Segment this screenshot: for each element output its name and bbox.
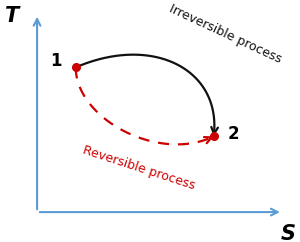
Text: Reversible process: Reversible process [81, 143, 197, 192]
Text: Irreversible process: Irreversible process [167, 2, 284, 66]
Text: T: T [5, 6, 20, 26]
Text: S: S [281, 224, 296, 242]
Text: 2: 2 [227, 125, 239, 143]
Text: 1: 1 [51, 52, 62, 70]
